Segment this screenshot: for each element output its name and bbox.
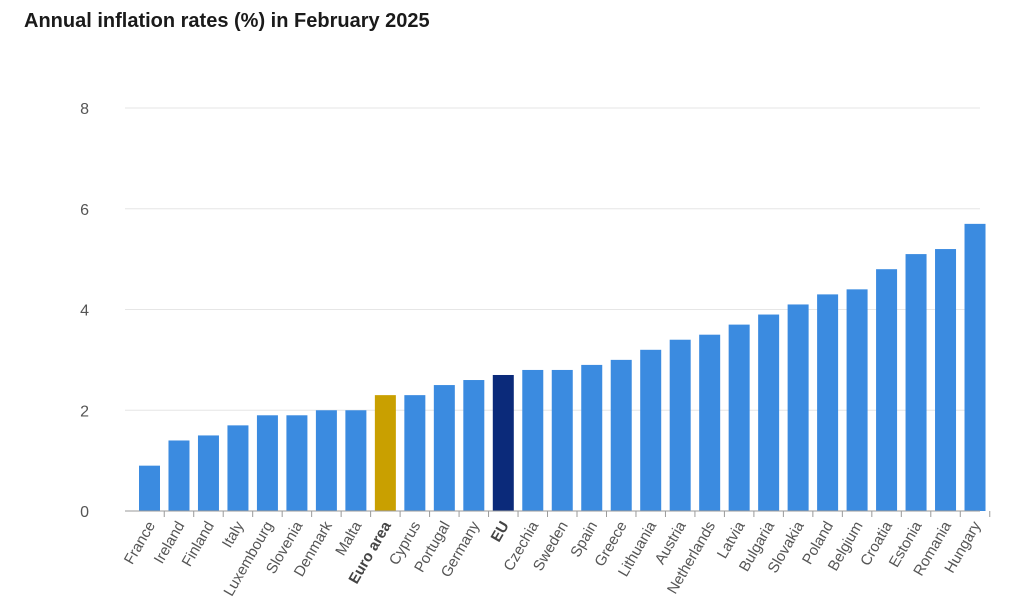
bar bbox=[492, 374, 514, 511]
bar bbox=[640, 349, 662, 511]
bar bbox=[522, 369, 544, 511]
bar bbox=[256, 415, 278, 511]
bar bbox=[463, 380, 485, 511]
y-tick-label: 8 bbox=[80, 101, 89, 118]
y-tick-label: 6 bbox=[80, 202, 89, 219]
bar bbox=[315, 410, 337, 511]
bar bbox=[758, 314, 780, 511]
bar bbox=[433, 385, 455, 511]
bar bbox=[964, 223, 986, 512]
bar bbox=[581, 364, 603, 511]
bar bbox=[227, 425, 249, 511]
bar bbox=[846, 289, 868, 511]
bar bbox=[139, 465, 160, 511]
bar bbox=[551, 369, 573, 511]
x-tick-label: EU bbox=[488, 519, 513, 546]
bar bbox=[787, 304, 809, 511]
bar bbox=[669, 339, 691, 511]
y-tick-label: 4 bbox=[80, 303, 89, 320]
bar bbox=[374, 395, 396, 511]
bar bbox=[610, 359, 632, 511]
bar bbox=[345, 410, 367, 511]
bar bbox=[876, 269, 898, 511]
bars bbox=[139, 223, 986, 512]
y-tick-label: 2 bbox=[80, 403, 89, 420]
x-tick-label: Italy bbox=[219, 518, 248, 551]
bar bbox=[197, 435, 219, 511]
bar bbox=[905, 254, 927, 511]
bar bbox=[817, 294, 839, 511]
axes bbox=[125, 510, 991, 517]
bar bbox=[286, 415, 308, 511]
y-tick-label: 0 bbox=[80, 504, 89, 521]
bar bbox=[404, 395, 426, 511]
bar bbox=[935, 249, 957, 512]
chart-title: Annual inflation rates (%) in February 2… bbox=[24, 10, 430, 32]
bar bbox=[728, 324, 750, 511]
bar bbox=[699, 334, 721, 511]
bar bbox=[168, 440, 190, 511]
